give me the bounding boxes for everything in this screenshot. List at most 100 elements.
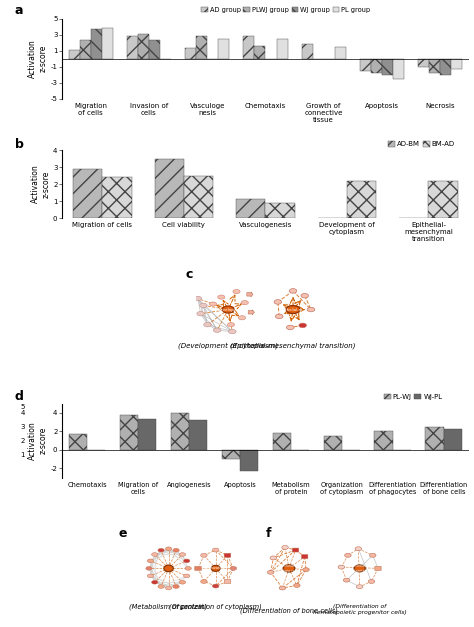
FancyBboxPatch shape bbox=[301, 555, 308, 559]
FancyArrow shape bbox=[247, 292, 253, 297]
Ellipse shape bbox=[210, 302, 217, 306]
Legend: AD-BM, BM-AD: AD-BM, BM-AD bbox=[385, 139, 457, 150]
Bar bbox=[138, 419, 156, 450]
Ellipse shape bbox=[368, 579, 375, 584]
Bar bbox=[374, 431, 393, 450]
Ellipse shape bbox=[338, 565, 345, 569]
Ellipse shape bbox=[356, 585, 363, 589]
FancyBboxPatch shape bbox=[195, 566, 201, 571]
Ellipse shape bbox=[293, 584, 300, 587]
Text: c: c bbox=[185, 268, 193, 281]
Ellipse shape bbox=[283, 565, 295, 572]
Bar bbox=[185, 48, 196, 59]
Bar bbox=[127, 36, 138, 59]
Bar bbox=[428, 181, 458, 218]
Text: Differentiation
of haemato...: Differentiation of haemato... bbox=[349, 564, 371, 572]
Ellipse shape bbox=[185, 567, 191, 570]
Ellipse shape bbox=[222, 306, 234, 313]
Ellipse shape bbox=[218, 295, 225, 299]
Bar bbox=[102, 177, 132, 218]
Ellipse shape bbox=[204, 322, 211, 327]
Text: 4: 4 bbox=[20, 409, 25, 416]
Ellipse shape bbox=[370, 554, 376, 557]
Bar bbox=[218, 39, 229, 59]
Ellipse shape bbox=[183, 574, 190, 577]
Ellipse shape bbox=[173, 585, 179, 588]
Bar bbox=[324, 436, 342, 450]
Ellipse shape bbox=[158, 585, 164, 588]
Text: 2: 2 bbox=[20, 438, 25, 444]
Ellipse shape bbox=[201, 554, 207, 557]
Bar bbox=[236, 199, 265, 218]
Ellipse shape bbox=[233, 290, 240, 293]
Y-axis label: Activation
z-score: Activation z-score bbox=[28, 421, 48, 460]
Ellipse shape bbox=[194, 297, 201, 301]
Ellipse shape bbox=[355, 547, 362, 551]
Ellipse shape bbox=[211, 566, 220, 571]
Bar bbox=[73, 169, 102, 218]
Bar bbox=[276, 39, 288, 59]
FancyBboxPatch shape bbox=[224, 554, 231, 557]
Bar bbox=[440, 59, 451, 75]
Ellipse shape bbox=[286, 305, 300, 314]
Ellipse shape bbox=[165, 547, 172, 551]
Ellipse shape bbox=[267, 571, 274, 574]
Y-axis label: Activation
z-score: Activation z-score bbox=[28, 40, 48, 78]
Ellipse shape bbox=[173, 549, 179, 552]
Text: (Differentiation of
hematopoietic progenitor cells): (Differentiation of hematopoietic progen… bbox=[313, 604, 407, 614]
Ellipse shape bbox=[152, 581, 158, 584]
Ellipse shape bbox=[201, 579, 207, 584]
Bar bbox=[371, 59, 382, 73]
Text: d: d bbox=[15, 391, 24, 403]
Text: Organization...: Organization... bbox=[202, 566, 229, 571]
Ellipse shape bbox=[241, 300, 248, 305]
Ellipse shape bbox=[200, 303, 207, 308]
Ellipse shape bbox=[146, 567, 152, 570]
Bar bbox=[429, 59, 440, 73]
Text: f: f bbox=[265, 527, 271, 540]
Bar bbox=[335, 47, 346, 59]
Ellipse shape bbox=[343, 578, 350, 582]
Ellipse shape bbox=[147, 559, 154, 562]
Ellipse shape bbox=[164, 565, 173, 572]
Ellipse shape bbox=[299, 323, 307, 328]
Legend: AD group, PLWJ group, WJ group, PL group: AD group, PLWJ group, WJ group, PL group bbox=[199, 4, 373, 16]
Ellipse shape bbox=[165, 586, 172, 590]
Bar bbox=[301, 45, 313, 59]
Ellipse shape bbox=[183, 559, 190, 562]
Ellipse shape bbox=[307, 307, 315, 312]
Bar bbox=[80, 40, 91, 59]
Ellipse shape bbox=[275, 314, 283, 319]
Bar bbox=[138, 34, 149, 59]
Ellipse shape bbox=[274, 300, 282, 304]
Bar bbox=[393, 59, 404, 78]
Bar bbox=[189, 420, 207, 450]
Bar bbox=[120, 415, 138, 450]
Bar bbox=[347, 181, 376, 218]
Text: Develop...: Develop... bbox=[218, 307, 238, 312]
Text: a: a bbox=[15, 4, 23, 18]
Bar bbox=[149, 40, 160, 59]
Text: e: e bbox=[119, 527, 128, 540]
Bar bbox=[240, 450, 258, 471]
Ellipse shape bbox=[212, 584, 219, 588]
Bar bbox=[69, 435, 87, 450]
Bar bbox=[155, 159, 184, 218]
Bar bbox=[444, 429, 462, 450]
Ellipse shape bbox=[179, 581, 186, 584]
Ellipse shape bbox=[228, 329, 236, 334]
Bar bbox=[418, 59, 429, 68]
Bar bbox=[171, 413, 189, 450]
FancyArrow shape bbox=[248, 310, 255, 315]
Ellipse shape bbox=[282, 545, 288, 549]
Ellipse shape bbox=[212, 548, 219, 552]
Text: (Organization of cytoplasm): (Organization of cytoplasm) bbox=[169, 604, 262, 611]
Ellipse shape bbox=[286, 325, 294, 330]
Ellipse shape bbox=[230, 566, 237, 571]
Bar bbox=[91, 29, 102, 59]
Text: Epithelial-m...: Epithelial-m... bbox=[279, 307, 307, 312]
Bar bbox=[451, 59, 462, 69]
Ellipse shape bbox=[228, 323, 235, 327]
Bar bbox=[360, 59, 371, 71]
Ellipse shape bbox=[197, 312, 204, 316]
